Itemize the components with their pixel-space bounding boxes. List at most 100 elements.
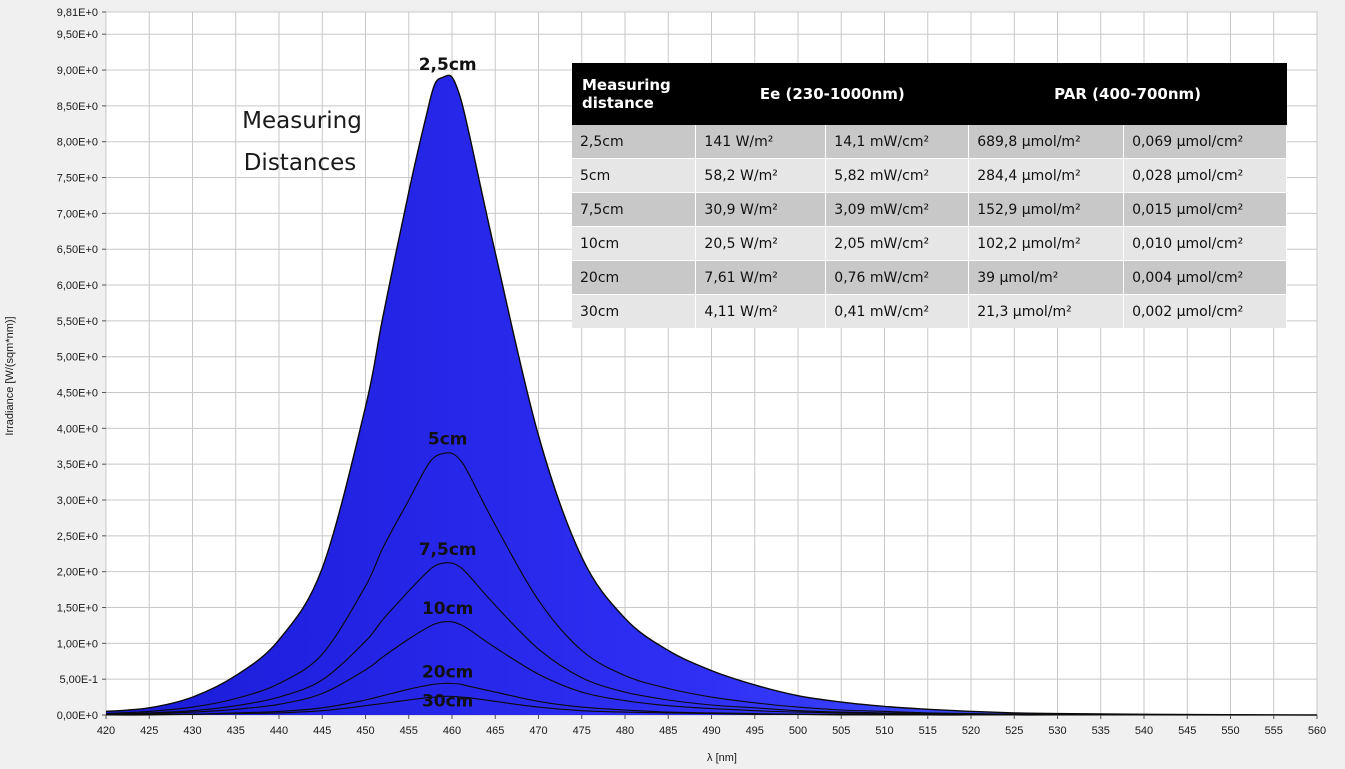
table-row: 5cm 58,2 W/m² 5,82 mW/cm² 284,4 µmol/m² 0,02… — [572, 158, 1287, 193]
table-cell: 30,9 W/m² — [695, 192, 827, 227]
table-body: 2,5cm 141 W/m² 14,1 mW/cm² 689,8 µmol/m² 0,0… — [572, 125, 1287, 328]
y-tick-label: 7,00E+0 — [57, 208, 98, 220]
y-tick-label: 5,50E+0 — [57, 316, 98, 328]
table-cell: 4,11 W/m² — [695, 294, 827, 328]
y-tick-label: 5,00E+0 — [57, 352, 98, 364]
x-tick-label: 480 — [616, 725, 634, 737]
header-measuring-distance: Measuring distance — [572, 63, 696, 125]
x-tick-label: 495 — [746, 725, 764, 737]
curve-label-4: 20cm — [422, 662, 473, 682]
series-line-1 — [105, 452, 1318, 716]
y-tick-label: 9,50E+0 — [57, 29, 98, 41]
table-cell: 10cm — [572, 226, 697, 261]
y-tick-labels: 0,00E+0 5,00E-1 1,00E+0 1,50E+0 2,00E+0 2,50E… — [57, 7, 106, 722]
table-cell: 5,82 mW/cm² — [825, 158, 970, 193]
header-ee: Ee (230-1000nm) — [695, 63, 969, 125]
x-tick-label: 490 — [702, 725, 720, 737]
x-tick-label: 420 — [97, 725, 115, 737]
x-tick-label: 425 — [140, 725, 158, 737]
series-line-0 — [105, 74, 1318, 716]
x-tick-label: 450 — [356, 725, 374, 737]
x-tick-label: 515 — [919, 725, 937, 737]
y-tick-label: 8,00E+0 — [57, 137, 98, 149]
y-tick-label: 6,00E+0 — [57, 280, 98, 292]
table-cell: 0,004 µmol/cm² — [1123, 260, 1287, 295]
table-cell: 14,1 mW/cm² — [825, 125, 970, 159]
table-cell: 0,010 µmol/cm² — [1123, 226, 1287, 261]
y-tick-label: 1,50E+0 — [57, 603, 98, 615]
y-tick-label: 4,50E+0 — [57, 388, 98, 400]
table-cell: 141 W/m² — [695, 125, 827, 159]
table-cell: 102,2 µmol/m² — [968, 226, 1125, 261]
y-tick-label: 7,50E+0 — [57, 173, 98, 185]
table-cell: 39 µmol/m² — [968, 260, 1125, 295]
y-tick-label: 4,00E+0 — [57, 423, 98, 435]
table-cell: 2,5cm — [572, 125, 697, 159]
table-cell: 7,61 W/m² — [695, 260, 827, 295]
series-line-3 — [105, 620, 1317, 716]
table-row: 20cm 7,61 W/m² 0,76 mW/cm² 39 µmol/m² 0,004 … — [572, 260, 1287, 295]
table-row: 2,5cm 141 W/m² 14,1 mW/cm² 689,8 µmol/m² 0,0… — [572, 125, 1287, 159]
curve-label-3: 10cm — [422, 599, 473, 619]
table-row: 10cm 20,5 W/m² 2,05 mW/cm² 102,2 µmol/m² 0,0… — [572, 226, 1287, 261]
y-tick-label: 2,00E+0 — [57, 567, 98, 579]
x-tick-label: 520 — [962, 725, 980, 737]
table-row: 7,5cm 30,9 W/m² 3,09 mW/cm² 152,9 µmol/m² 0,… — [572, 192, 1287, 227]
table-cell: 0,015 µmol/cm² — [1123, 192, 1287, 227]
table-cell: 58,2 W/m² — [695, 158, 827, 193]
x-tick-label: 445 — [313, 725, 331, 737]
table-cell: 0,76 mW/cm² — [825, 260, 970, 295]
x-tick-label: 555 — [1265, 725, 1283, 737]
x-tick-label: 465 — [486, 725, 504, 737]
x-tick-label: 550 — [1221, 725, 1239, 737]
table-cell: 3,09 mW/cm² — [825, 192, 970, 227]
x-tick-label: 510 — [875, 725, 893, 737]
x-tick-label: 505 — [832, 725, 850, 737]
table-cell: 20cm — [572, 260, 697, 295]
y-tick-label: 1,00E+0 — [57, 638, 98, 650]
table-header-row: Measuring distance Ee (230-1000nm) PAR (4… — [572, 63, 1287, 125]
table-cell: 0,028 µmol/cm² — [1123, 158, 1287, 193]
table-cell: 7,5cm — [572, 192, 697, 227]
x-tick-label: 475 — [573, 725, 591, 737]
table-cell: 21,3 µmol/m² — [968, 294, 1125, 328]
series-area-0 — [106, 75, 1317, 715]
x-tick-label: 435 — [227, 725, 245, 737]
series-line-5 — [105, 695, 1317, 716]
y-axis-title: Irradiance [W/(sqm*nm)] — [4, 316, 16, 435]
curve-label-5: 30cm — [422, 691, 473, 711]
x-tick-label: 485 — [659, 725, 677, 737]
curve-labels: 2,5cm 5cm 7,5cm 10cm 20cm 30cm — [419, 55, 477, 711]
y-tick-label: 3,50E+0 — [57, 459, 98, 471]
table-cell: 0,069 µmol/cm² — [1123, 125, 1287, 159]
x-tick-label: 455 — [400, 725, 418, 737]
measurement-table: Measuring distance Ee (230-1000nm) PAR (4… — [572, 63, 1287, 328]
curve-label-2: 7,5cm — [419, 540, 477, 560]
table-cell: 2,05 mW/cm² — [825, 226, 970, 261]
table-cell: 0,41 mW/cm² — [825, 294, 970, 328]
annotation-distances: Distances — [244, 150, 357, 176]
curve-label-1: 5cm — [428, 429, 468, 449]
y-tick-label: 2,50E+0 — [57, 531, 98, 543]
x-tick-label: 535 — [1092, 725, 1110, 737]
annotation-measuring: Measuring — [242, 108, 362, 134]
table-cell: 30cm — [572, 294, 697, 328]
spectrum-areas — [106, 75, 1317, 715]
x-tick-label: 440 — [270, 725, 288, 737]
x-tick-label: 470 — [529, 725, 547, 737]
x-tick-label: 540 — [1135, 725, 1153, 737]
x-axis-title: λ [nm] — [707, 752, 737, 764]
y-tick-label: 9,00E+0 — [57, 65, 98, 77]
table-cell: 284,4 µmol/m² — [968, 158, 1125, 193]
y-tick-label: 9,81E+0 — [57, 7, 98, 19]
x-tick-labels: 420 425 430 435 440 445 450 455 460 465 470 475 480 4… — [97, 715, 1326, 737]
x-tick-label: 500 — [789, 725, 807, 737]
y-tick-label: 0,00E+0 — [57, 710, 98, 722]
table-cell: 20,5 W/m² — [695, 226, 827, 261]
x-tick-label: 530 — [1048, 725, 1066, 737]
x-tick-label: 545 — [1178, 725, 1196, 737]
spectrum-lines — [105, 74, 1318, 716]
curve-label-0: 2,5cm — [419, 55, 477, 75]
table-cell: 689,8 µmol/m² — [968, 125, 1125, 159]
y-tick-label: 5,00E-1 — [59, 674, 98, 686]
